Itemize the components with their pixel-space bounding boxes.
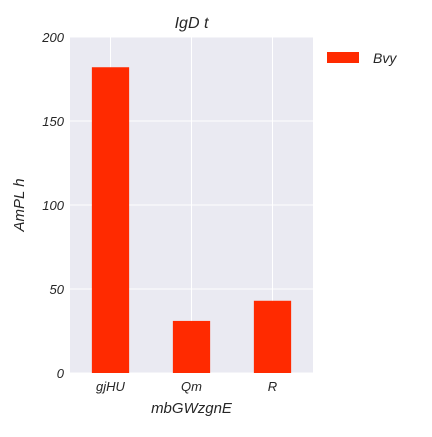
y-tick-label: 150	[42, 114, 64, 129]
x-tick-label: R	[268, 379, 277, 394]
bar-Qm	[172, 320, 211, 373]
legend-label: Bvy	[373, 50, 397, 66]
legend: Bvy	[327, 50, 397, 66]
bar-gjHU	[91, 67, 130, 374]
legend-swatch	[327, 52, 359, 63]
bars	[91, 67, 292, 374]
chart-title: IgD t	[175, 15, 209, 32]
y-tick-label: 50	[50, 282, 65, 297]
y-tick-label: 200	[41, 30, 64, 45]
bar-R	[253, 300, 292, 373]
y-axis-title: AmPL h	[11, 178, 28, 232]
y-tick-label: 0	[57, 366, 65, 381]
y-tick-label: 100	[42, 198, 64, 213]
y-tick-labels: 0 50 100 150 200	[41, 30, 64, 381]
x-tick-label: Qm	[181, 379, 202, 394]
x-axis-title: mbGWzgnE	[151, 400, 233, 417]
x-tick-label: gjHU	[96, 379, 126, 394]
x-tick-labels: gjHU Qm R	[96, 379, 277, 394]
